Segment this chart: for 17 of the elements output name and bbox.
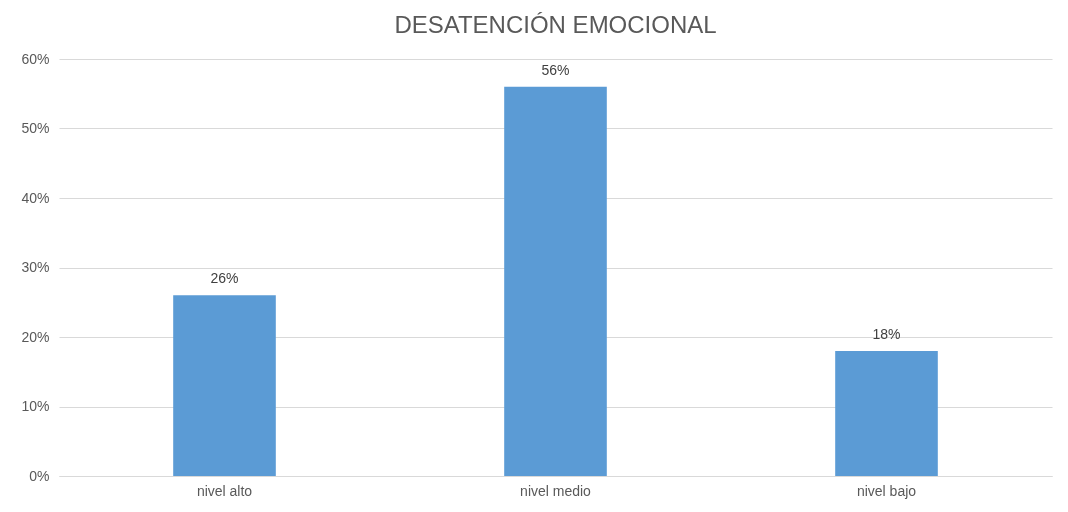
y-tick-label: 50% <box>21 120 50 136</box>
y-tick-label: 0% <box>29 467 50 484</box>
chart-title: DESATENCIÓN EMOCIONAL <box>394 11 717 38</box>
x-tick-label: nivel medio <box>520 482 592 499</box>
data-label: 26% <box>210 270 239 287</box>
x-tick-label: nivel alto <box>196 482 253 499</box>
x-tick-label: nivel bajo <box>856 482 917 499</box>
y-tick-label: 20% <box>21 328 50 345</box>
y-tick-label: 60% <box>21 50 50 67</box>
bar <box>173 295 276 476</box>
y-tick-label: 30% <box>21 259 50 275</box>
bar <box>504 86 607 476</box>
bar <box>835 350 938 476</box>
data-label: 56% <box>541 61 570 78</box>
y-tick-label: 40% <box>21 189 50 206</box>
data-label: 18% <box>872 325 901 342</box>
y-tick-label: 10% <box>21 398 50 414</box>
